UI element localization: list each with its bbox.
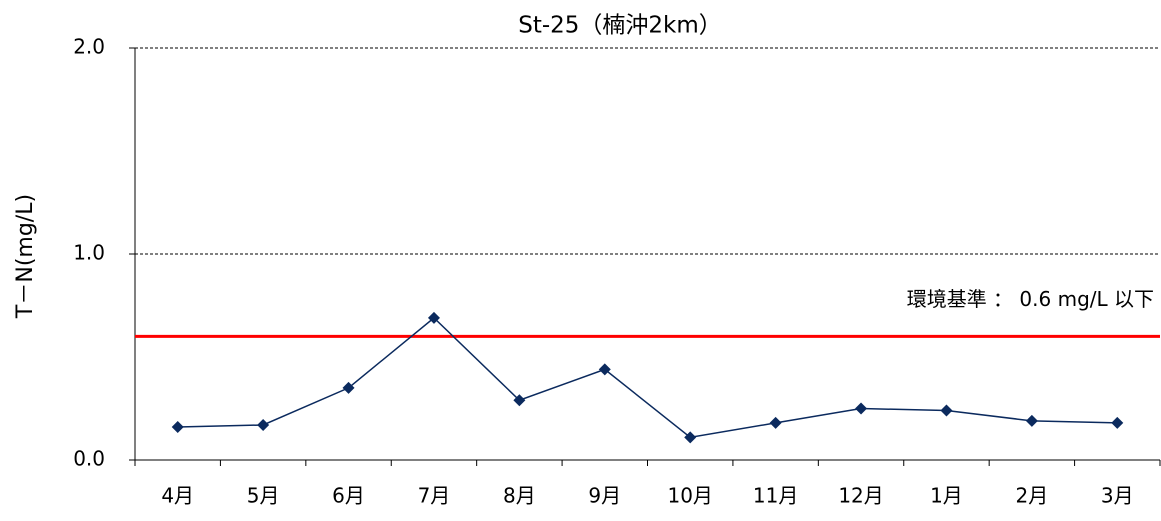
x-tick-label: 5月 — [247, 484, 280, 508]
line — [177, 316, 1118, 439]
marker — [684, 431, 697, 444]
y-tick-label: 2.0 — [73, 35, 105, 59]
y-axis-label: T－N(mg/L) — [13, 194, 38, 319]
marker — [427, 311, 440, 324]
x-tick-label: 4月 — [161, 484, 194, 508]
marker — [855, 402, 868, 415]
x-tick-label: 12月 — [838, 484, 883, 508]
marker — [769, 416, 782, 429]
chart-title: St-25（楠沖2km） — [518, 13, 722, 39]
y-tick-label: 0.0 — [73, 447, 105, 471]
x-tick-label: 10月 — [667, 484, 712, 508]
marker — [342, 381, 355, 394]
x-tick-label: 7月 — [418, 484, 451, 508]
x-tick-label: 9月 — [588, 484, 621, 508]
marker — [1025, 414, 1038, 427]
x-tick-label: 1月 — [930, 484, 963, 508]
x-tick-label: 6月 — [332, 484, 365, 508]
marker — [598, 363, 611, 376]
y-tick-label: 1.0 — [73, 241, 105, 265]
marker — [940, 404, 953, 417]
marker — [513, 394, 526, 407]
marker — [171, 421, 184, 434]
marker — [257, 418, 270, 431]
x-tick-label: 8月 — [503, 484, 536, 508]
reference-label: 環境基準 ： 0.6 mg/L 以下 — [907, 287, 1154, 311]
marker — [1111, 416, 1124, 429]
x-tick-label: 2月 — [1016, 484, 1049, 508]
x-tick-label: 3月 — [1101, 484, 1134, 508]
x-tick-label: 11月 — [753, 484, 798, 508]
